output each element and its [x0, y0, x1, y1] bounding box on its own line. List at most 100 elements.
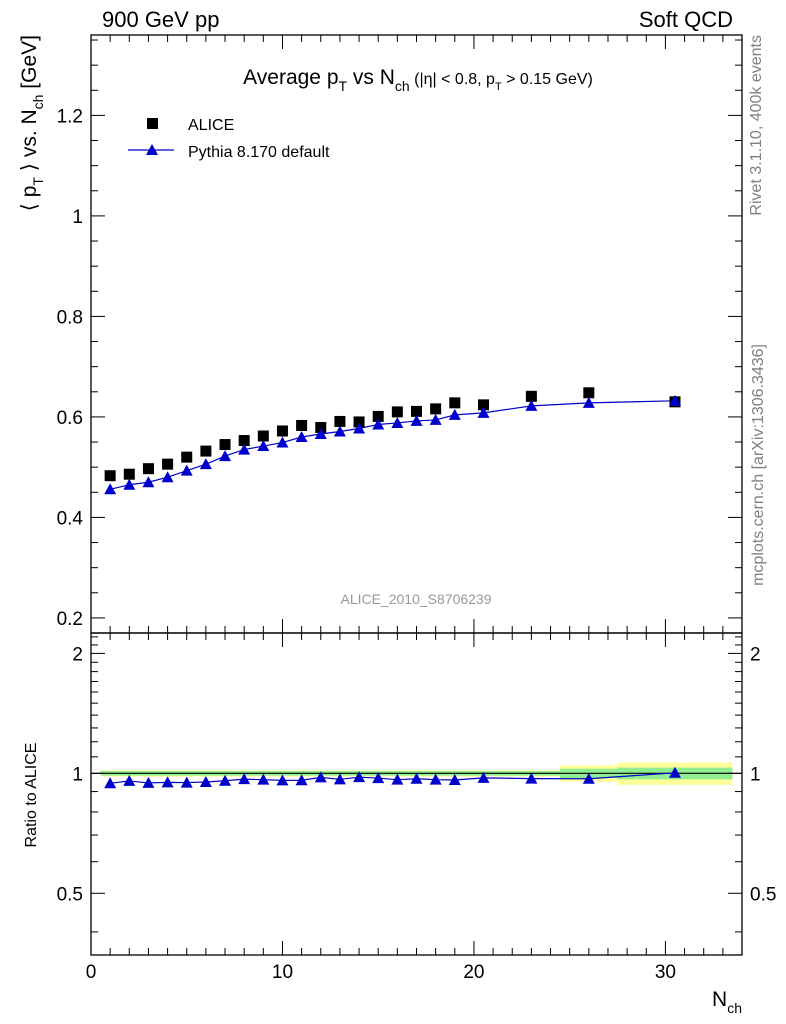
- x-tick-label: 30: [655, 962, 676, 983]
- ratio-data-point: [372, 772, 385, 784]
- ratio-data-point: [333, 773, 346, 785]
- alice-data-point: [430, 403, 442, 415]
- legend-marker-pythia: [146, 144, 158, 155]
- pythia-data-point: [276, 436, 289, 448]
- alice-data-point: [296, 419, 308, 431]
- pythia-data-point: [257, 440, 270, 452]
- pythia-data-point: [238, 443, 251, 455]
- alice-data-point: [123, 468, 135, 480]
- alice-data-point: [238, 435, 250, 447]
- alice-data-point: [162, 458, 174, 470]
- alice-data-point: [334, 415, 346, 427]
- pythia-data-point: [353, 422, 366, 434]
- ratio-data-point: [161, 776, 174, 788]
- main-y-tick-label: 0.2: [57, 609, 83, 630]
- main-plot: 0.2 0.4 0.6 0.8 1 1.2: [57, 34, 743, 634]
- legend-label-pythia: Pythia 8.170 default: [188, 144, 330, 161]
- alice-data-point: [353, 416, 365, 428]
- analysis-watermark: ALICE_2010_S8706239: [340, 591, 491, 607]
- ratio-data-point: [314, 771, 327, 783]
- ratio-y-tick-label-right: 2: [750, 644, 761, 665]
- ratio-data-point: [219, 774, 232, 786]
- ratio-data-point: [668, 766, 681, 778]
- ratio-y-tick-label-right: 1: [750, 764, 761, 785]
- pythia-data-point: [525, 399, 538, 411]
- legend: ALICE Pythia 8.170 default: [128, 117, 330, 161]
- ratio-data-point: [276, 774, 289, 786]
- header-right: Soft QCD: [639, 7, 733, 32]
- ratio-y-tick-label-left: 1: [72, 764, 83, 785]
- alice-data-point: [276, 425, 288, 437]
- pythia-data-point: [295, 431, 308, 443]
- main-y-axis-label: ⟨ pT ⟩ vs. Nch [GeV]: [18, 35, 46, 211]
- pythia-data-point: [142, 476, 155, 488]
- legend-label-alice: ALICE: [188, 117, 234, 134]
- alice-data-point: [181, 451, 193, 463]
- pythia-data-point: [448, 408, 461, 420]
- pythia-data-point: [582, 396, 595, 408]
- pythia-data-point: [180, 464, 193, 476]
- alice-data-point: [478, 399, 490, 411]
- x-axis-label: Nch: [712, 988, 742, 1016]
- pythia-data-point: [410, 414, 423, 426]
- ratio-data-point: [257, 773, 270, 785]
- alice-data-point: [257, 430, 269, 442]
- ratio-plot-frame: [90, 632, 743, 956]
- header-left: 900 GeV pp: [102, 7, 219, 32]
- pythia-data-point: [199, 458, 212, 470]
- ratio-data-point: [104, 777, 117, 789]
- ratio-data-point: [429, 773, 442, 785]
- main-y-tick-label: 1.2: [57, 106, 83, 127]
- alice-data-point: [142, 463, 154, 475]
- alice-data-point: [200, 445, 212, 457]
- alice-data-point: [449, 397, 461, 409]
- ratio-y-tick-label-right: 0.5: [750, 884, 776, 905]
- pythia-data-point: [123, 478, 136, 490]
- pythia-data-point: [333, 425, 346, 437]
- pythia-data-point: [219, 450, 232, 462]
- ratio-data-point: [295, 774, 308, 786]
- ratio-plot: 0 10 20 30 0.5 0.5 1 1 2 2: [57, 632, 776, 983]
- ratio-data-point: [477, 771, 490, 783]
- ratio-data-point: [199, 776, 212, 788]
- ratio-data-point: [391, 773, 404, 785]
- x-tick-label: 20: [463, 962, 484, 983]
- alice-data-point: [391, 406, 403, 418]
- rivet-label: Rivet 3.1.10, 400k events: [748, 35, 765, 216]
- ratio-data-point: [448, 774, 461, 786]
- alice-data-point: [372, 410, 384, 422]
- mcplots-label: mcplots.cern.ch [arXiv:1306.3436]: [750, 344, 767, 586]
- ratio-y-tick-label-left: 2: [72, 644, 83, 665]
- main-y-tick-label: 0.6: [57, 408, 83, 429]
- ratio-data-point: [123, 774, 136, 786]
- ratio-data-point: [582, 772, 595, 784]
- main-y-tick-label: 0.8: [57, 307, 83, 328]
- x-tick-label: 10: [272, 962, 293, 983]
- ratio-y-axis-label: Ratio to ALICE: [23, 743, 40, 848]
- pythia-data-point: [161, 471, 174, 483]
- pythia-data-point: [104, 483, 117, 495]
- alice-data-point: [411, 405, 422, 417]
- legend-marker-alice: [147, 118, 158, 129]
- alice-data-point: [315, 421, 327, 433]
- main-y-tick-label: 1: [72, 207, 83, 228]
- ratio-data-point: [410, 772, 423, 784]
- pythia-data-point: [372, 418, 385, 430]
- alice-data-point: [219, 439, 231, 451]
- main-y-tick-label: 0.4: [57, 508, 84, 529]
- alice-data-point: [583, 387, 595, 399]
- ratio-data-point: [238, 773, 251, 785]
- plot-title: Average pT vs Nch (|η| < 0.8, pT > 0.15 …: [243, 66, 593, 94]
- pythia-data-point: [668, 394, 681, 406]
- x-tick-label: 0: [86, 962, 97, 983]
- ratio-data-point: [142, 776, 155, 788]
- ratio-data-point: [525, 772, 538, 784]
- pythia-data-point: [314, 428, 327, 440]
- alice-data-point: [104, 470, 116, 482]
- ratio-y-tick-label-left: 0.5: [57, 884, 83, 905]
- pythia-data-point: [429, 413, 442, 425]
- pythia-data-point: [391, 416, 404, 428]
- ratio-data-point: [180, 776, 193, 788]
- ratio-data-point: [353, 771, 366, 783]
